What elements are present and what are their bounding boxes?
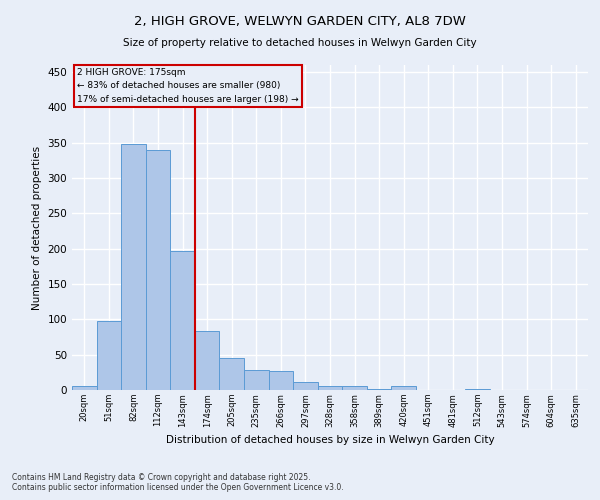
- Bar: [269, 371, 293, 390]
- Bar: [220, 358, 244, 390]
- Bar: [72, 386, 97, 390]
- Text: Contains HM Land Registry data © Crown copyright and database right 2025.
Contai: Contains HM Land Registry data © Crown c…: [12, 473, 344, 492]
- Bar: [244, 370, 269, 390]
- Bar: [342, 386, 367, 390]
- Bar: [391, 386, 416, 390]
- X-axis label: Distribution of detached houses by size in Welwyn Garden City: Distribution of detached houses by size …: [166, 435, 494, 445]
- Bar: [318, 386, 342, 390]
- Text: 2 HIGH GROVE: 175sqm
← 83% of detached houses are smaller (980)
17% of semi-deta: 2 HIGH GROVE: 175sqm ← 83% of detached h…: [77, 68, 299, 104]
- Text: 2, HIGH GROVE, WELWYN GARDEN CITY, AL8 7DW: 2, HIGH GROVE, WELWYN GARDEN CITY, AL8 7…: [134, 15, 466, 28]
- Bar: [121, 144, 146, 390]
- Text: Size of property relative to detached houses in Welwyn Garden City: Size of property relative to detached ho…: [123, 38, 477, 48]
- Bar: [293, 382, 318, 390]
- Bar: [195, 330, 220, 390]
- Y-axis label: Number of detached properties: Number of detached properties: [32, 146, 42, 310]
- Bar: [170, 251, 195, 390]
- Bar: [146, 150, 170, 390]
- Bar: [97, 321, 121, 390]
